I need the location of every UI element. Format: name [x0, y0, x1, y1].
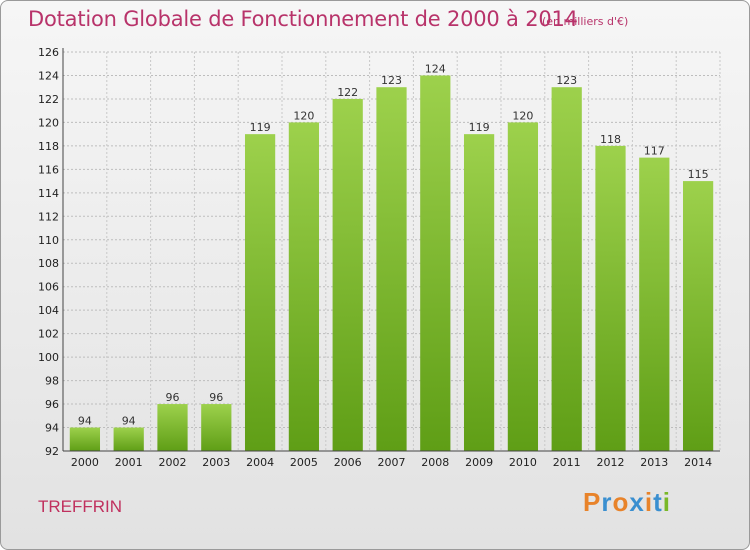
bar-value-label: 115 [688, 168, 709, 181]
proxiti-logo: Proxiti [583, 487, 671, 518]
x-tick-label: 2006 [334, 456, 362, 469]
bar [420, 75, 451, 452]
bar-value-label: 94 [122, 415, 136, 428]
bar-value-label: 122 [337, 86, 358, 99]
y-tick-label: 96 [45, 398, 59, 411]
y-tick-label: 98 [45, 375, 59, 388]
x-tick-label: 2008 [421, 456, 449, 469]
y-tick-label: 126 [38, 46, 59, 59]
y-tick-label: 92 [45, 445, 59, 458]
y-tick-label: 112 [38, 210, 59, 223]
y-tick-label: 124 [38, 69, 59, 82]
x-tick-label: 2003 [202, 456, 230, 469]
y-tick-label: 100 [38, 351, 59, 364]
y-tick-label: 118 [38, 140, 59, 153]
chart-title: Dotation Globale de Fonctionnement de 20… [28, 7, 578, 31]
y-tick-label: 114 [38, 187, 59, 200]
logo-letter: P [583, 487, 602, 517]
x-tick-label: 2013 [640, 456, 668, 469]
logo-letter: r [601, 487, 613, 517]
x-tick-label: 2002 [159, 456, 187, 469]
bar-value-label: 124 [425, 62, 446, 75]
x-tick-label: 2001 [115, 456, 143, 469]
bar [113, 427, 144, 451]
y-tick-label: 116 [38, 163, 59, 176]
bar-value-label: 117 [644, 145, 665, 158]
x-tick-label: 2009 [465, 456, 493, 469]
bar [244, 134, 276, 451]
y-tick-label: 108 [38, 257, 59, 270]
x-tick-label: 2005 [290, 456, 318, 469]
commune-name: TREFFRIN [38, 497, 123, 516]
bar [288, 122, 320, 451]
x-tick-label: 2012 [597, 456, 625, 469]
bar [595, 145, 626, 451]
y-tick-label: 94 [45, 422, 59, 435]
logo-letter: i [644, 487, 654, 517]
bar-value-label: 118 [600, 133, 621, 146]
bar [157, 404, 188, 451]
logo-letter: i [662, 487, 671, 517]
bar-value-label: 120 [293, 109, 314, 122]
bar [201, 404, 232, 451]
bar [507, 122, 539, 451]
bars-layer: 94 94 96 96 119 120 122 123 124 119 120 123 118 117 11… [69, 62, 714, 452]
bar [376, 87, 407, 452]
bar-value-label: 120 [512, 109, 533, 122]
logo-letter: o [612, 487, 630, 517]
bar-value-label: 96 [209, 391, 223, 404]
bar [69, 427, 101, 451]
bar-value-label: 94 [78, 415, 92, 428]
bar-value-label: 123 [381, 74, 402, 87]
bar [463, 134, 495, 451]
y-tick-label: 122 [38, 93, 59, 106]
bar [639, 157, 670, 451]
y-tick-label: 120 [38, 116, 59, 129]
y-tick-label: 110 [38, 234, 59, 247]
x-tick-label: 2007 [378, 456, 406, 469]
y-tick-label: 102 [38, 328, 59, 341]
y-tick-label: 106 [38, 281, 59, 294]
bar [551, 87, 582, 452]
x-tick-label: 2010 [509, 456, 537, 469]
bar-value-label: 119 [250, 121, 271, 134]
x-tick-label: 2014 [684, 456, 712, 469]
bar-value-label: 123 [556, 74, 577, 87]
bar [332, 98, 363, 452]
chart-unit: (en milliers d'€) [542, 15, 629, 28]
logo-letter: t [653, 487, 663, 517]
x-tick-label: 2011 [553, 456, 581, 469]
bar [682, 181, 714, 451]
axis-layer: 92 94 96 98 100 102 104 106 108 110 112 114 116 118 12… [38, 46, 720, 469]
y-tick-label: 104 [38, 304, 59, 317]
bar-value-label: 119 [469, 121, 490, 134]
bar-value-label: 96 [166, 391, 180, 404]
x-tick-label: 2004 [246, 456, 274, 469]
logo-letter: x [629, 487, 645, 517]
x-tick-label: 2000 [71, 456, 99, 469]
